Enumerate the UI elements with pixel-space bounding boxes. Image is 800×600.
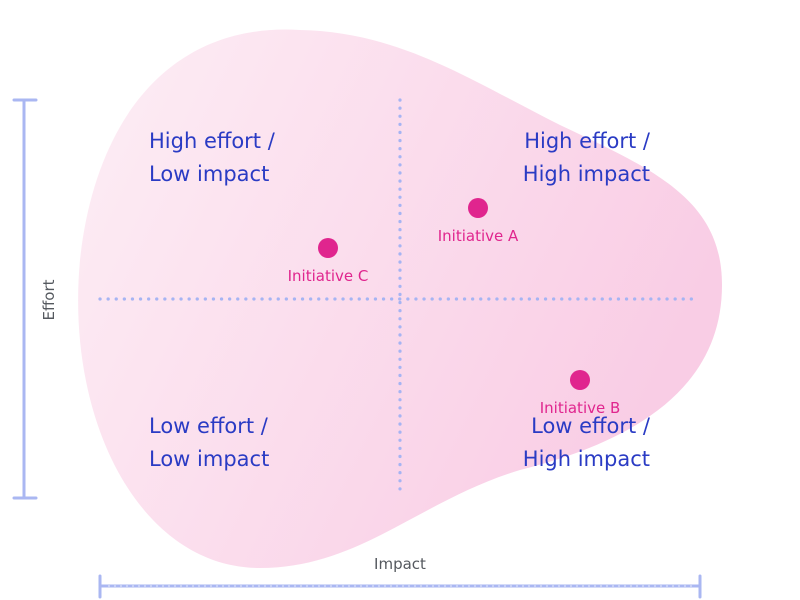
quadrant-label-line: Low effort / [149,414,269,438]
initiative-label: Initiative B [540,399,621,417]
quadrant-label-line: High impact [523,162,650,186]
quadrant-label-line: High impact [523,447,650,471]
initiative-point: Initiative C [288,238,369,285]
quadrant-top-left: High effort / Low impact [149,129,276,186]
initiative-markers: Initiative A Initiative B Initiative C [288,198,621,417]
effort-axis-bracket [12,98,38,500]
quadrant-label-line: Low effort / [531,414,651,438]
initiative-point: Initiative A [438,198,519,245]
initiative-marker [570,370,590,390]
quadrant-bottom-right: Low effort / High impact [523,414,651,471]
initiative-point: Initiative B [540,370,621,417]
quadrant-label-line: Low impact [149,162,269,186]
initiative-label: Initiative A [438,227,519,245]
initiative-marker [318,238,338,258]
quadrant-label-line: Low impact [149,447,269,471]
initiative-label: Initiative C [288,267,369,285]
quadrant-top-right: High effort / High impact [523,129,651,186]
quadrant-label-line: High effort / [524,129,651,153]
y-axis-title: Effort [40,279,58,320]
initiative-marker [468,198,488,218]
quadrant-label-line: High effort / [149,129,276,153]
quadrant-bottom-left: Low effort / Low impact [149,414,269,471]
x-axis-title: Impact [374,555,426,573]
impact-axis-bracket [98,574,702,599]
